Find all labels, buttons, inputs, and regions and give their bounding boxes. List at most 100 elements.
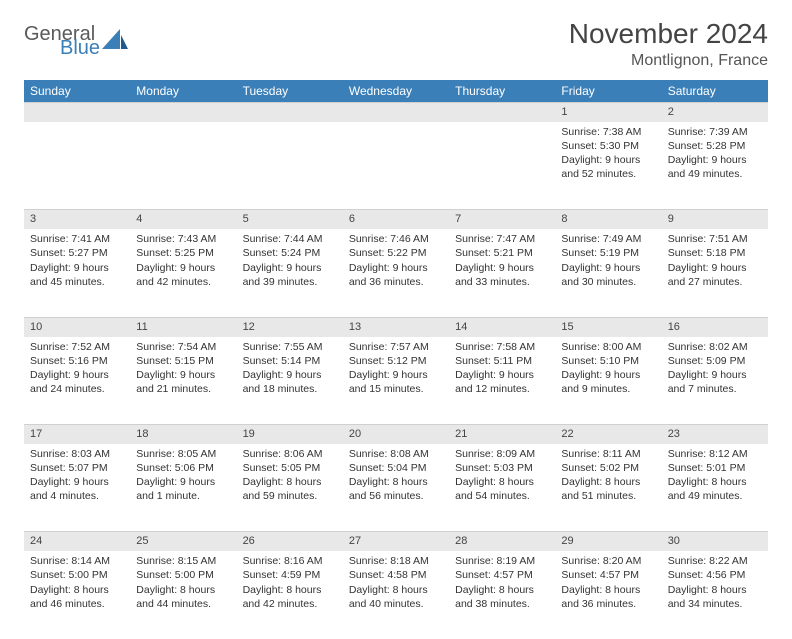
- sunset-text: Sunset: 5:18 PM: [668, 246, 762, 260]
- sunrise-text: Sunrise: 7:43 AM: [136, 232, 230, 246]
- sunset-text: Sunset: 5:12 PM: [349, 354, 443, 368]
- day-number-cell: [24, 103, 130, 122]
- weekday-header: Thursday: [449, 80, 555, 103]
- sunrise-text: Sunrise: 7:55 AM: [243, 340, 337, 354]
- day-number-cell: 10: [24, 317, 130, 336]
- day-content-cell: [237, 122, 343, 210]
- sunrise-text: Sunrise: 7:54 AM: [136, 340, 230, 354]
- day-number-cell: 2: [662, 103, 768, 122]
- sunrise-text: Sunrise: 7:39 AM: [668, 125, 762, 139]
- day-number-cell: 22: [555, 425, 661, 444]
- day-content-cell: Sunrise: 7:51 AMSunset: 5:18 PMDaylight:…: [662, 229, 768, 317]
- sunset-text: Sunset: 4:56 PM: [668, 568, 762, 582]
- daylight-text: Daylight: 8 hours and 40 minutes.: [349, 583, 443, 611]
- day-content-cell: Sunrise: 8:08 AMSunset: 5:04 PMDaylight:…: [343, 444, 449, 532]
- sunset-text: Sunset: 5:15 PM: [136, 354, 230, 368]
- sunset-text: Sunset: 5:28 PM: [668, 139, 762, 153]
- weekday-header: Friday: [555, 80, 661, 103]
- sunrise-text: Sunrise: 7:38 AM: [561, 125, 655, 139]
- day-content-cell: Sunrise: 8:14 AMSunset: 5:00 PMDaylight:…: [24, 551, 130, 639]
- sunrise-text: Sunrise: 8:20 AM: [561, 554, 655, 568]
- day-number-cell: 12: [237, 317, 343, 336]
- calendar-table: SundayMondayTuesdayWednesdayThursdayFrid…: [24, 80, 768, 639]
- content-row: Sunrise: 7:41 AMSunset: 5:27 PM Daylight:…: [24, 229, 768, 317]
- sunset-text: Sunset: 5:00 PM: [136, 568, 230, 582]
- daylight-text: Daylight: 9 hours and 9 minutes.: [561, 368, 655, 396]
- day-content-cell: Sunrise: 8:11 AMSunset: 5:02 PMDaylight:…: [555, 444, 661, 532]
- weekday-row: SundayMondayTuesdayWednesdayThursdayFrid…: [24, 80, 768, 103]
- sunset-text: Sunset: 5:11 PM: [455, 354, 549, 368]
- daylight-text: Daylight: 9 hours and 33 minutes.: [455, 261, 549, 289]
- day-number-cell: 17: [24, 425, 130, 444]
- weekday-header: Monday: [130, 80, 236, 103]
- sunset-text: Sunset: 5:06 PM: [136, 461, 230, 475]
- daylight-text: Daylight: 8 hours and 54 minutes.: [455, 475, 549, 503]
- day-number-cell: 30: [662, 532, 768, 551]
- sunrise-text: Sunrise: 8:00 AM: [561, 340, 655, 354]
- sunrise-text: Sunrise: 8:09 AM: [455, 447, 549, 461]
- day-content-cell: [24, 122, 130, 210]
- daylight-text: Daylight: 9 hours and 42 minutes.: [136, 261, 230, 289]
- daynum-row: 10111213141516: [24, 317, 768, 336]
- content-row: Sunrise: 7:38 AMSunset: 5:30 PMDaylight:…: [24, 122, 768, 210]
- sunset-text: Sunset: 4:57 PM: [561, 568, 655, 582]
- sunrise-text: Sunrise: 8:11 AM: [561, 447, 655, 461]
- daylight-text: Daylight: 9 hours and 52 minutes.: [561, 153, 655, 181]
- weekday-header: Tuesday: [237, 80, 343, 103]
- day-content-cell: Sunrise: 7:43 AMSunset: 5:25 PMDaylight:…: [130, 229, 236, 317]
- day-content-cell: Sunrise: 8:03 AMSunset: 5:07 PMDaylight:…: [24, 444, 130, 532]
- day-content-cell: Sunrise: 8:02 AMSunset: 5:09 PMDaylight:…: [662, 337, 768, 425]
- day-content-cell: Sunrise: 7:49 AMSunset: 5:19 PMDaylight:…: [555, 229, 661, 317]
- day-content-cell: Sunrise: 7:52 AMSunset: 5:16 PMDaylight:…: [24, 337, 130, 425]
- title-block: November 2024 Montlignon, France: [569, 18, 768, 70]
- sunrise-text: Sunrise: 8:12 AM: [668, 447, 762, 461]
- weekday-header: Wednesday: [343, 80, 449, 103]
- day-number-cell: 28: [449, 532, 555, 551]
- sunrise-text: Sunrise: 7:41 AM: [30, 232, 124, 246]
- daylight-text: Daylight: 9 hours and 7 minutes.: [668, 368, 762, 396]
- day-content-cell: Sunrise: 8:06 AMSunset: 5:05 PMDaylight:…: [237, 444, 343, 532]
- daylight-text: Daylight: 9 hours and 18 minutes.: [243, 368, 337, 396]
- daylight-text: Daylight: 9 hours and 4 minutes.: [30, 475, 124, 503]
- daynum-row: 17181920212223: [24, 425, 768, 444]
- day-number-cell: 7: [449, 210, 555, 229]
- daynum-row: 24252627282930: [24, 532, 768, 551]
- day-number-cell: 6: [343, 210, 449, 229]
- sunrise-text: Sunrise: 7:57 AM: [349, 340, 443, 354]
- sunset-text: Sunset: 5:19 PM: [561, 246, 655, 260]
- sunrise-text: Sunrise: 7:44 AM: [243, 232, 337, 246]
- day-content-cell: Sunrise: 7:41 AMSunset: 5:27 PMDaylight:…: [24, 229, 130, 317]
- day-number-cell: [237, 103, 343, 122]
- day-content-cell: Sunrise: 8:09 AMSunset: 5:03 PMDaylight:…: [449, 444, 555, 532]
- day-number-cell: 25: [130, 532, 236, 551]
- sunset-text: Sunset: 5:03 PM: [455, 461, 549, 475]
- day-number-cell: 11: [130, 317, 236, 336]
- day-number-cell: 1: [555, 103, 661, 122]
- day-number-cell: 14: [449, 317, 555, 336]
- day-number-cell: 9: [662, 210, 768, 229]
- daylight-text: Daylight: 9 hours and 36 minutes.: [349, 261, 443, 289]
- sunrise-text: Sunrise: 8:16 AM: [243, 554, 337, 568]
- day-content-cell: Sunrise: 8:19 AMSunset: 4:57 PMDaylight:…: [449, 551, 555, 639]
- day-number-cell: 4: [130, 210, 236, 229]
- day-content-cell: Sunrise: 8:20 AMSunset: 4:57 PMDaylight:…: [555, 551, 661, 639]
- sunrise-text: Sunrise: 8:06 AM: [243, 447, 337, 461]
- brand-text: General Blue: [24, 24, 100, 58]
- sunrise-text: Sunrise: 7:47 AM: [455, 232, 549, 246]
- daylight-text: Daylight: 9 hours and 12 minutes.: [455, 368, 549, 396]
- daylight-text: Daylight: 9 hours and 15 minutes.: [349, 368, 443, 396]
- day-content-cell: [449, 122, 555, 210]
- daylight-text: Daylight: 9 hours and 27 minutes.: [668, 261, 762, 289]
- daylight-text: Daylight: 9 hours and 1 minute.: [136, 475, 230, 503]
- sunrise-text: Sunrise: 7:52 AM: [30, 340, 124, 354]
- day-content-cell: Sunrise: 7:44 AMSunset: 5:24 PMDaylight:…: [237, 229, 343, 317]
- location: Montlignon, France: [569, 52, 768, 70]
- day-content-cell: Sunrise: 7:58 AMSunset: 5:11 PMDaylight:…: [449, 337, 555, 425]
- day-number-cell: 18: [130, 425, 236, 444]
- day-content-cell: Sunrise: 8:00 AMSunset: 5:10 PMDaylight:…: [555, 337, 661, 425]
- day-content-cell: [343, 122, 449, 210]
- daylight-text: Daylight: 8 hours and 44 minutes.: [136, 583, 230, 611]
- sunset-text: Sunset: 5:27 PM: [30, 246, 124, 260]
- sunrise-text: Sunrise: 7:51 AM: [668, 232, 762, 246]
- daylight-text: Daylight: 8 hours and 34 minutes.: [668, 583, 762, 611]
